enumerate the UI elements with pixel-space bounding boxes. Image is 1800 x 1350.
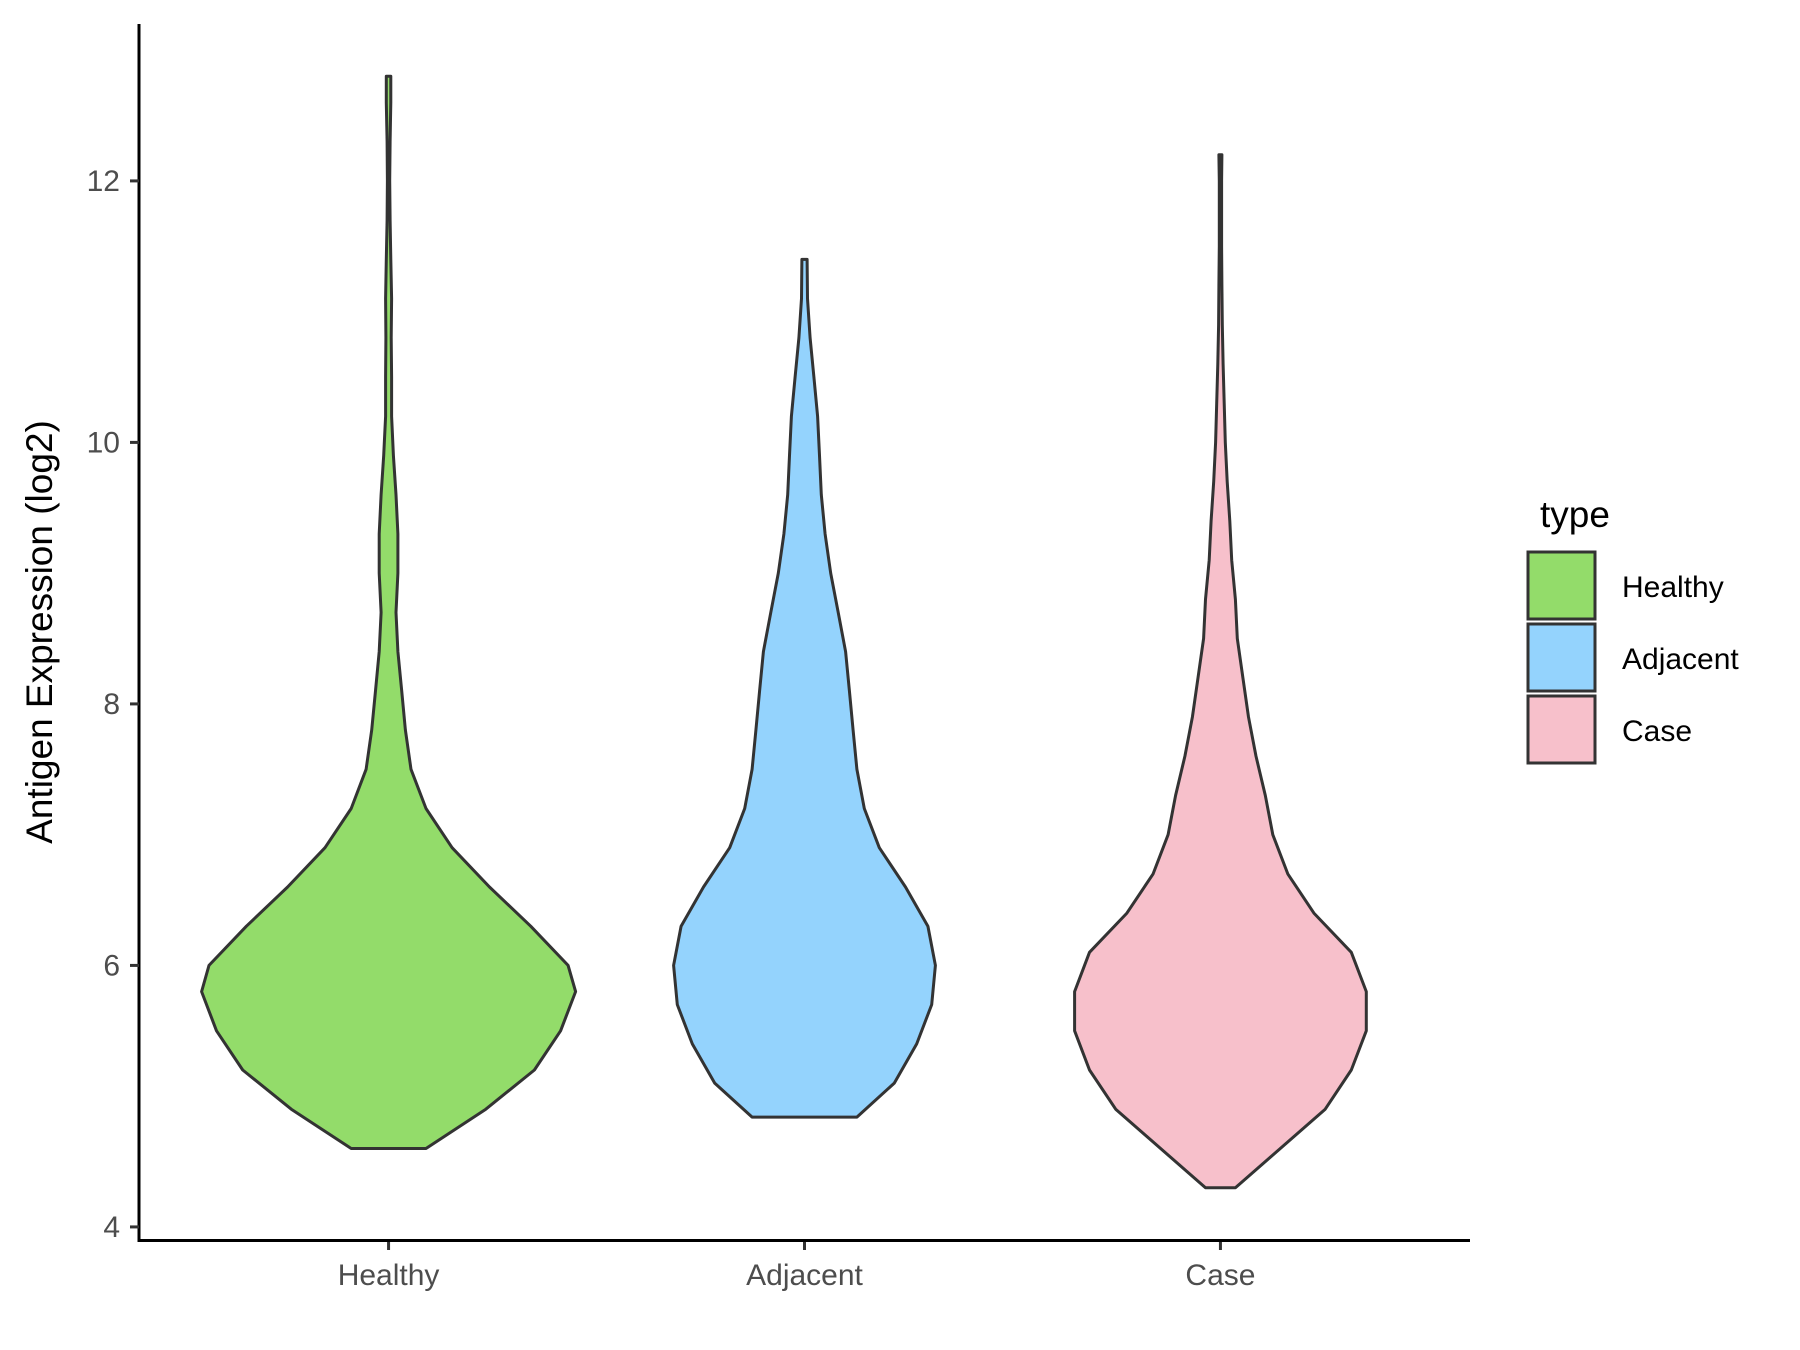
legend-swatch-adjacent: [1526, 622, 1597, 693]
legend: type Healthy Adjacent Case: [1526, 494, 1739, 765]
legend-label-adjacent: Adjacent: [1622, 643, 1739, 676]
y-tick-label: 6: [103, 949, 120, 982]
violin-adjacent: [672, 257, 937, 1119]
legend-swatch-case: [1526, 694, 1597, 765]
legend-swatch-healthy: [1526, 550, 1597, 621]
legend-title: type: [1540, 494, 1610, 535]
y-axis-title: Antigen Expression (log2): [19, 420, 60, 844]
axes: 4 6 8 10 12 Healthy Adjacent Case: [87, 24, 1470, 1292]
y-tick-label: 10: [87, 426, 120, 459]
y-tick-label: 12: [87, 165, 120, 198]
legend-label-healthy: Healthy: [1622, 571, 1724, 604]
y-ticks: 4 6 8 10 12: [87, 165, 139, 1244]
x-tick-label: Adjacent: [746, 1259, 863, 1292]
y-tick-label: 8: [103, 688, 120, 721]
legend-label-case: Case: [1622, 715, 1692, 748]
legend-items: Healthy Adjacent Case: [1526, 550, 1739, 765]
violin-healthy: [200, 74, 578, 1150]
x-ticks: Healthy Adjacent Case: [338, 1242, 1255, 1292]
y-tick-label: 4: [103, 1211, 120, 1244]
x-tick-label: Healthy: [338, 1259, 440, 1292]
violin-layer: [200, 74, 1368, 1190]
violin-case: [1073, 153, 1368, 1190]
x-tick-label: Case: [1185, 1259, 1255, 1292]
